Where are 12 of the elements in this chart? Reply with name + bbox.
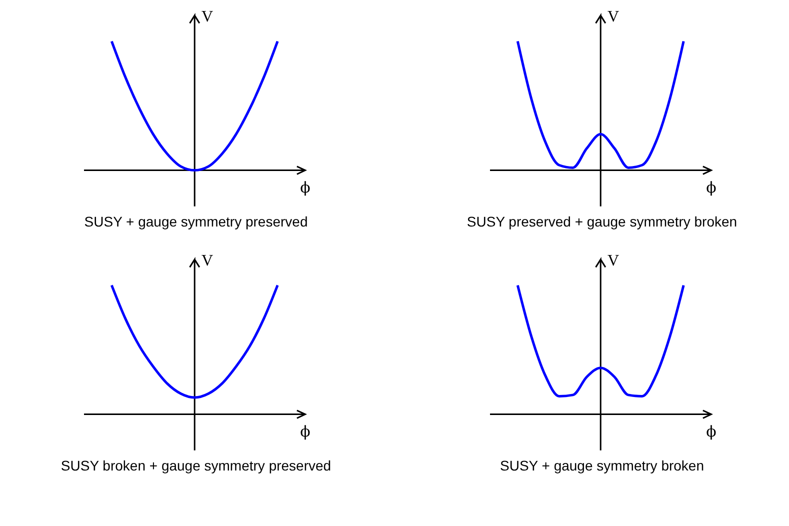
- x-axis-title: ϕ: [706, 422, 716, 441]
- y-axis-title: V: [608, 252, 620, 270]
- text: SUSY preserved + gauge symmetry broken: [466, 213, 738, 230]
- y-axis-title: V: [608, 8, 620, 26]
- x-axis-title: ϕ: [706, 178, 716, 197]
- y-axis-title: V: [202, 8, 214, 26]
- text: SUSY + gauge symmetry broken: [500, 457, 704, 474]
- x-axis-title: ϕ: [300, 178, 310, 197]
- y-axis-title: V: [202, 252, 214, 270]
- x-axis-title: ϕ: [300, 422, 310, 441]
- text: SUSY broken + gauge symmetry preserved: [60, 457, 332, 474]
- text: SUSY + gauge symmetry preserved: [84, 213, 308, 230]
